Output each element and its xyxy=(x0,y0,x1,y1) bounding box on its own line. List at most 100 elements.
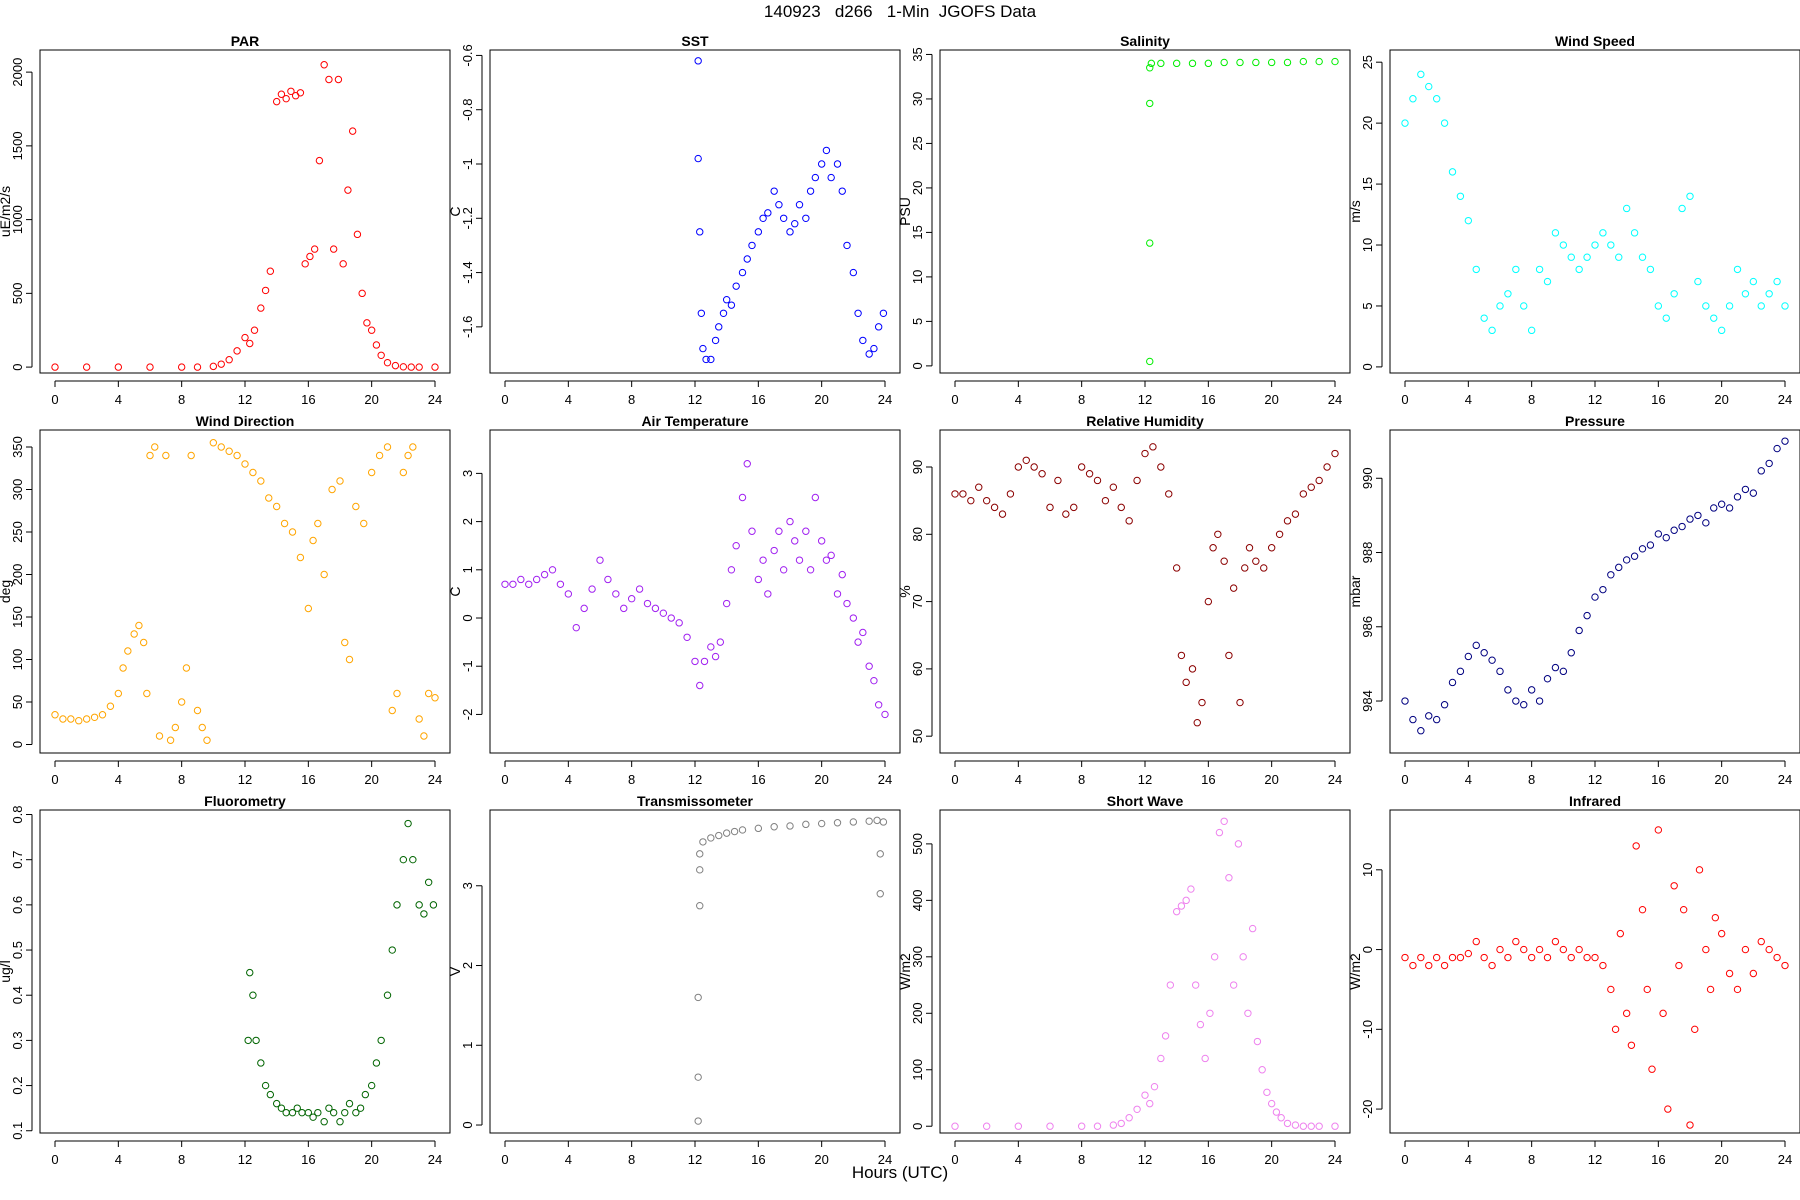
data-point xyxy=(1694,511,1702,520)
data-point xyxy=(604,575,612,584)
data-point xyxy=(770,187,778,195)
y-tick-label: -1 xyxy=(460,660,475,672)
data-point xyxy=(1117,503,1125,512)
data-point xyxy=(51,363,59,371)
data-point xyxy=(716,638,725,646)
data-point xyxy=(532,575,541,584)
data-point xyxy=(1201,1054,1209,1063)
data-point xyxy=(738,493,747,502)
data-point xyxy=(732,282,740,290)
x-tick-label: 16 xyxy=(301,1152,315,1167)
x-tick-label: 24 xyxy=(878,772,892,787)
data-point xyxy=(75,717,83,725)
x-tick-label: 12 xyxy=(1588,772,1602,787)
data-point xyxy=(1252,557,1260,565)
data-point xyxy=(1157,59,1165,68)
y-axis-label: C xyxy=(447,586,463,596)
data-point xyxy=(130,630,138,638)
data-point xyxy=(1248,924,1257,933)
x-tick-label: 16 xyxy=(1201,392,1215,407)
data-point xyxy=(409,855,417,864)
data-point xyxy=(1267,544,1276,552)
data-point xyxy=(1315,1122,1323,1130)
data-point xyxy=(1146,239,1154,247)
data-point xyxy=(301,260,309,268)
data-point xyxy=(775,527,783,535)
data-point xyxy=(1440,119,1449,127)
data-point xyxy=(329,1108,338,1117)
panel-title: Infrared xyxy=(1569,793,1621,809)
data-point xyxy=(1496,302,1504,310)
data-point xyxy=(187,451,195,460)
x-tick-label: 0 xyxy=(51,772,58,787)
y-tick-label: 100 xyxy=(10,649,25,671)
data-point xyxy=(1245,544,1254,552)
data-point xyxy=(1006,490,1015,498)
data-point xyxy=(1599,961,1607,970)
data-point xyxy=(315,156,324,165)
data-point xyxy=(1239,953,1247,961)
data-point xyxy=(754,575,763,584)
data-point xyxy=(1331,449,1339,458)
data-point xyxy=(1757,937,1765,946)
y-tick-label: 0.4 xyxy=(10,986,25,1004)
data-point xyxy=(1773,444,1781,453)
data-point xyxy=(280,519,289,528)
data-point xyxy=(1220,817,1228,825)
data-point xyxy=(383,443,392,451)
panel-title: Salinity xyxy=(1120,33,1170,49)
y-tick-label: -1 xyxy=(460,158,475,170)
plot-frame xyxy=(39,429,451,754)
data-point xyxy=(697,309,706,317)
data-point xyxy=(1664,1105,1672,1113)
data-point xyxy=(328,485,336,494)
data-point xyxy=(1093,476,1102,485)
data-point xyxy=(233,347,241,355)
data-point xyxy=(431,694,439,702)
y-tick-label: 200 xyxy=(10,564,25,586)
y-tick-label: 0 xyxy=(10,741,25,748)
x-tick-label: 8 xyxy=(178,1152,185,1167)
data-point xyxy=(1686,192,1694,200)
data-point xyxy=(651,604,660,613)
data-point xyxy=(367,468,376,477)
data-point xyxy=(431,363,439,371)
data-point xyxy=(817,537,826,545)
panel-relative-humidity: Relative Humidity% 0 4 8 12 16 20 24 50 60 70 80 90 xyxy=(897,413,1351,787)
data-point xyxy=(252,1036,260,1045)
data-point xyxy=(1662,314,1670,322)
data-point xyxy=(849,268,858,277)
data-point xyxy=(193,706,202,715)
data-point xyxy=(501,580,509,588)
data-point xyxy=(1225,874,1233,882)
data-point xyxy=(1535,697,1544,705)
plot-frame xyxy=(39,49,451,374)
y-tick-label: 0.7 xyxy=(10,851,25,869)
data-point xyxy=(854,638,862,646)
data-point xyxy=(356,1104,365,1112)
data-point xyxy=(1133,476,1141,485)
data-point xyxy=(1583,953,1591,962)
data-point xyxy=(1630,552,1639,560)
data-point xyxy=(209,439,218,447)
x-tick-label: 12 xyxy=(238,392,252,407)
x-tick-label: 20 xyxy=(364,772,378,787)
data-point xyxy=(124,647,132,655)
data-point xyxy=(843,241,851,250)
data-point xyxy=(1409,961,1417,970)
data-point xyxy=(694,993,702,1002)
plot-frame xyxy=(1389,809,1800,1134)
data-point xyxy=(779,566,788,574)
data-point xyxy=(759,214,767,222)
data-point xyxy=(1480,953,1488,962)
data-point xyxy=(865,817,873,825)
data-point xyxy=(1229,981,1238,989)
data-point xyxy=(1527,686,1536,694)
data-point xyxy=(1725,302,1734,310)
y-tick-label: 2 xyxy=(460,518,475,525)
data-point xyxy=(1575,945,1583,954)
panel-title: Short Wave xyxy=(1107,793,1184,809)
data-point xyxy=(865,662,873,670)
data-point xyxy=(822,146,831,155)
figure-title: 140923 d266 1-Min JGOFS Data xyxy=(763,2,1037,21)
